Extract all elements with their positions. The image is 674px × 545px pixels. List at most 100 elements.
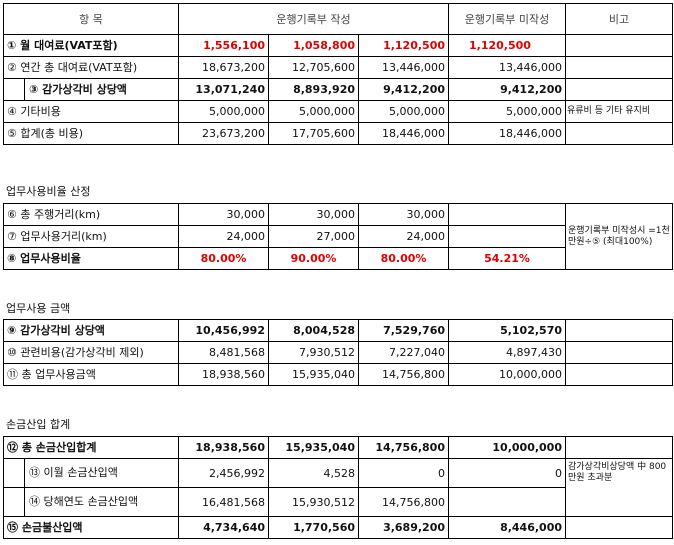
table-row: ⑧ 업무사용비율 80.00% 90.00% 80.00% 54.21% [3, 247, 673, 270]
table-row: ⑫ 총 손금산입합계 18,938,560 15,935,040 14,756,… [3, 436, 673, 459]
cell: 7,227,040 [358, 341, 449, 364]
cell: 54.21% [448, 247, 566, 270]
cell: 80.00% [178, 247, 269, 270]
table-row: ⑥ 총 주행거리(km) 30,000 30,000 30,000 운행기록부 … [3, 203, 673, 270]
cell: 7,930,512 [268, 341, 359, 364]
cell: 9,412,200 [358, 78, 449, 101]
cell: 8,893,920 [268, 78, 359, 101]
cell: 8,481,568 [178, 341, 269, 364]
header-not-written: 운행기록부 미작성 [448, 3, 566, 35]
row-label: ⑮ 손금불산입액 [3, 516, 179, 539]
row-label: ⑬ 이월 손금산입액 [3, 458, 179, 488]
cell: 1,120,500 [448, 34, 566, 57]
remark-cell [565, 122, 673, 145]
remark-cell [565, 34, 673, 57]
cell: 3,689,200 [358, 516, 449, 539]
cell: 30,000 [178, 203, 269, 226]
cell: 15,930,512 [268, 487, 359, 517]
cell: 5,000,000 [268, 100, 359, 123]
cell: 8,446,000 [448, 516, 566, 539]
table-row: ⑩ 관련비용(감가상각비 제외) 8,481,568 7,930,512 7,2… [3, 341, 673, 364]
row-label: ① 월 대여료(VAT포함) [3, 34, 179, 57]
cost-table: 항 목 운행기록부 작성 운행기록부 미작성 비고 ① 월 대여료(VAT포함)… [3, 3, 673, 145]
section-title-ratio: 업무사용비율 산정 [6, 185, 91, 198]
cell: 24,000 [178, 225, 269, 248]
cell: 2,456,992 [178, 458, 269, 488]
cell: 27,000 [268, 225, 359, 248]
row-label: ⑤ 합계(총 비용) [3, 122, 179, 145]
cell: 18,446,000 [358, 122, 449, 145]
row-label: ⑫ 총 손금산입합계 [3, 436, 179, 459]
cell: 23,673,200 [178, 122, 269, 145]
cell: 8,004,528 [268, 319, 359, 342]
cell: 15,935,040 [268, 363, 359, 386]
row-label: ⑩ 관련비용(감가상각비 제외) [3, 341, 179, 364]
cell: 1,770,560 [268, 516, 359, 539]
cell: 90.00% [268, 247, 359, 270]
cell: 1,120,500 [358, 34, 449, 57]
row-label: ⑭ 당해연도 손금산입액 [3, 487, 179, 517]
table-row: ⑨ 감가상각비 상당액 10,456,992 8,004,528 7,529,7… [3, 319, 673, 342]
cell: 10,000,000 [448, 363, 566, 386]
cell [448, 225, 566, 248]
remark-cell: 유류비 등 기타 유지비 [565, 100, 673, 123]
header-written: 운행기록부 작성 [178, 3, 449, 35]
section-title-total: 손금산입 합계 [6, 418, 71, 431]
cell: 13,446,000 [358, 56, 449, 79]
cell: 18,446,000 [448, 122, 566, 145]
cell: 14,756,800 [358, 363, 449, 386]
header-remark: 비고 [565, 3, 673, 35]
remark-cell [565, 363, 673, 386]
row-label-inner: ③ 감가상각비 상당액 [24, 79, 178, 100]
row-label-inner: ⑭ 당해연도 손금산입액 [24, 488, 178, 516]
cell: 7,529,760 [358, 319, 449, 342]
cell: 14,756,800 [358, 487, 449, 517]
row-label: ② 연간 총 대여료(VAT포함) [3, 56, 179, 79]
cell: 9,412,200 [448, 78, 566, 101]
total-note: 감가상각비상당액 中 800만원 초과분 [565, 458, 673, 517]
cell: 18,938,560 [178, 436, 269, 459]
cell: 4,528 [268, 458, 359, 488]
remark-cell [565, 319, 673, 342]
cell: 0 [358, 458, 449, 488]
table-row: ⑮ 손금불산입액 4,734,640 1,770,560 3,689,200 8… [3, 516, 673, 539]
table-row: ③ 감가상각비 상당액 13,071,240 8,893,920 9,412,2… [3, 78, 673, 101]
table-row: ⑦ 업무사용거리(km) 24,000 27,000 24,000 [3, 225, 673, 248]
section-title-amount: 업무사용 금액 [6, 302, 71, 315]
row-label: ③ 감가상각비 상당액 [3, 78, 179, 101]
cell: 18,938,560 [178, 363, 269, 386]
cell: 12,705,600 [268, 56, 359, 79]
cell [448, 487, 566, 517]
cell: 17,705,600 [268, 122, 359, 145]
cell: 30,000 [358, 203, 449, 226]
cell [448, 203, 566, 226]
remark-cell [565, 341, 673, 364]
ratio-note: 운행기록부 미작성시 =1천만원÷⑤ (최대100%) [565, 203, 673, 270]
header-row: 항 목 운행기록부 작성 운행기록부 미작성 비고 [3, 3, 673, 35]
table-row: ⑪ 총 업무사용금액 18,938,560 15,935,040 14,756,… [3, 363, 673, 386]
amount-table: ⑨ 감가상각비 상당액 10,456,992 8,004,528 7,529,7… [3, 319, 673, 386]
cell: 10,000,000 [448, 436, 566, 459]
cell: 24,000 [358, 225, 449, 248]
ratio-table: ⑥ 총 주행거리(km) 30,000 30,000 30,000 운행기록부 … [3, 203, 673, 270]
cell: 13,446,000 [448, 56, 566, 79]
remark-cell [565, 436, 673, 459]
table-row: ① 월 대여료(VAT포함) 1,556,100 1,058,800 1,120… [3, 34, 673, 57]
cell: 5,000,000 [358, 100, 449, 123]
cell: 0 [448, 458, 566, 488]
cell: 5,000,000 [448, 100, 566, 123]
row-label: ⑧ 업무사용비율 [3, 247, 179, 270]
remark-cell [565, 56, 673, 79]
cell: 4,734,640 [178, 516, 269, 539]
row-label: ⑦ 업무사용거리(km) [3, 225, 179, 248]
table-row: ⑤ 합계(총 비용) 23,673,200 17,705,600 18,446,… [3, 122, 673, 145]
cell: 1,556,100 [178, 34, 269, 57]
row-label: ⑥ 총 주행거리(km) [3, 203, 179, 226]
row-label: ④ 기타비용 [3, 100, 179, 123]
table-row: ⑬ 이월 손금산입액 2,456,992 4,528 0 0 감가상각비상당액 … [3, 458, 673, 517]
row-label-inner: ⑬ 이월 손금산입액 [24, 459, 178, 487]
row-label: ⑨ 감가상각비 상당액 [3, 319, 179, 342]
cell: 18,673,200 [178, 56, 269, 79]
row-label: ⑪ 총 업무사용금액 [3, 363, 179, 386]
